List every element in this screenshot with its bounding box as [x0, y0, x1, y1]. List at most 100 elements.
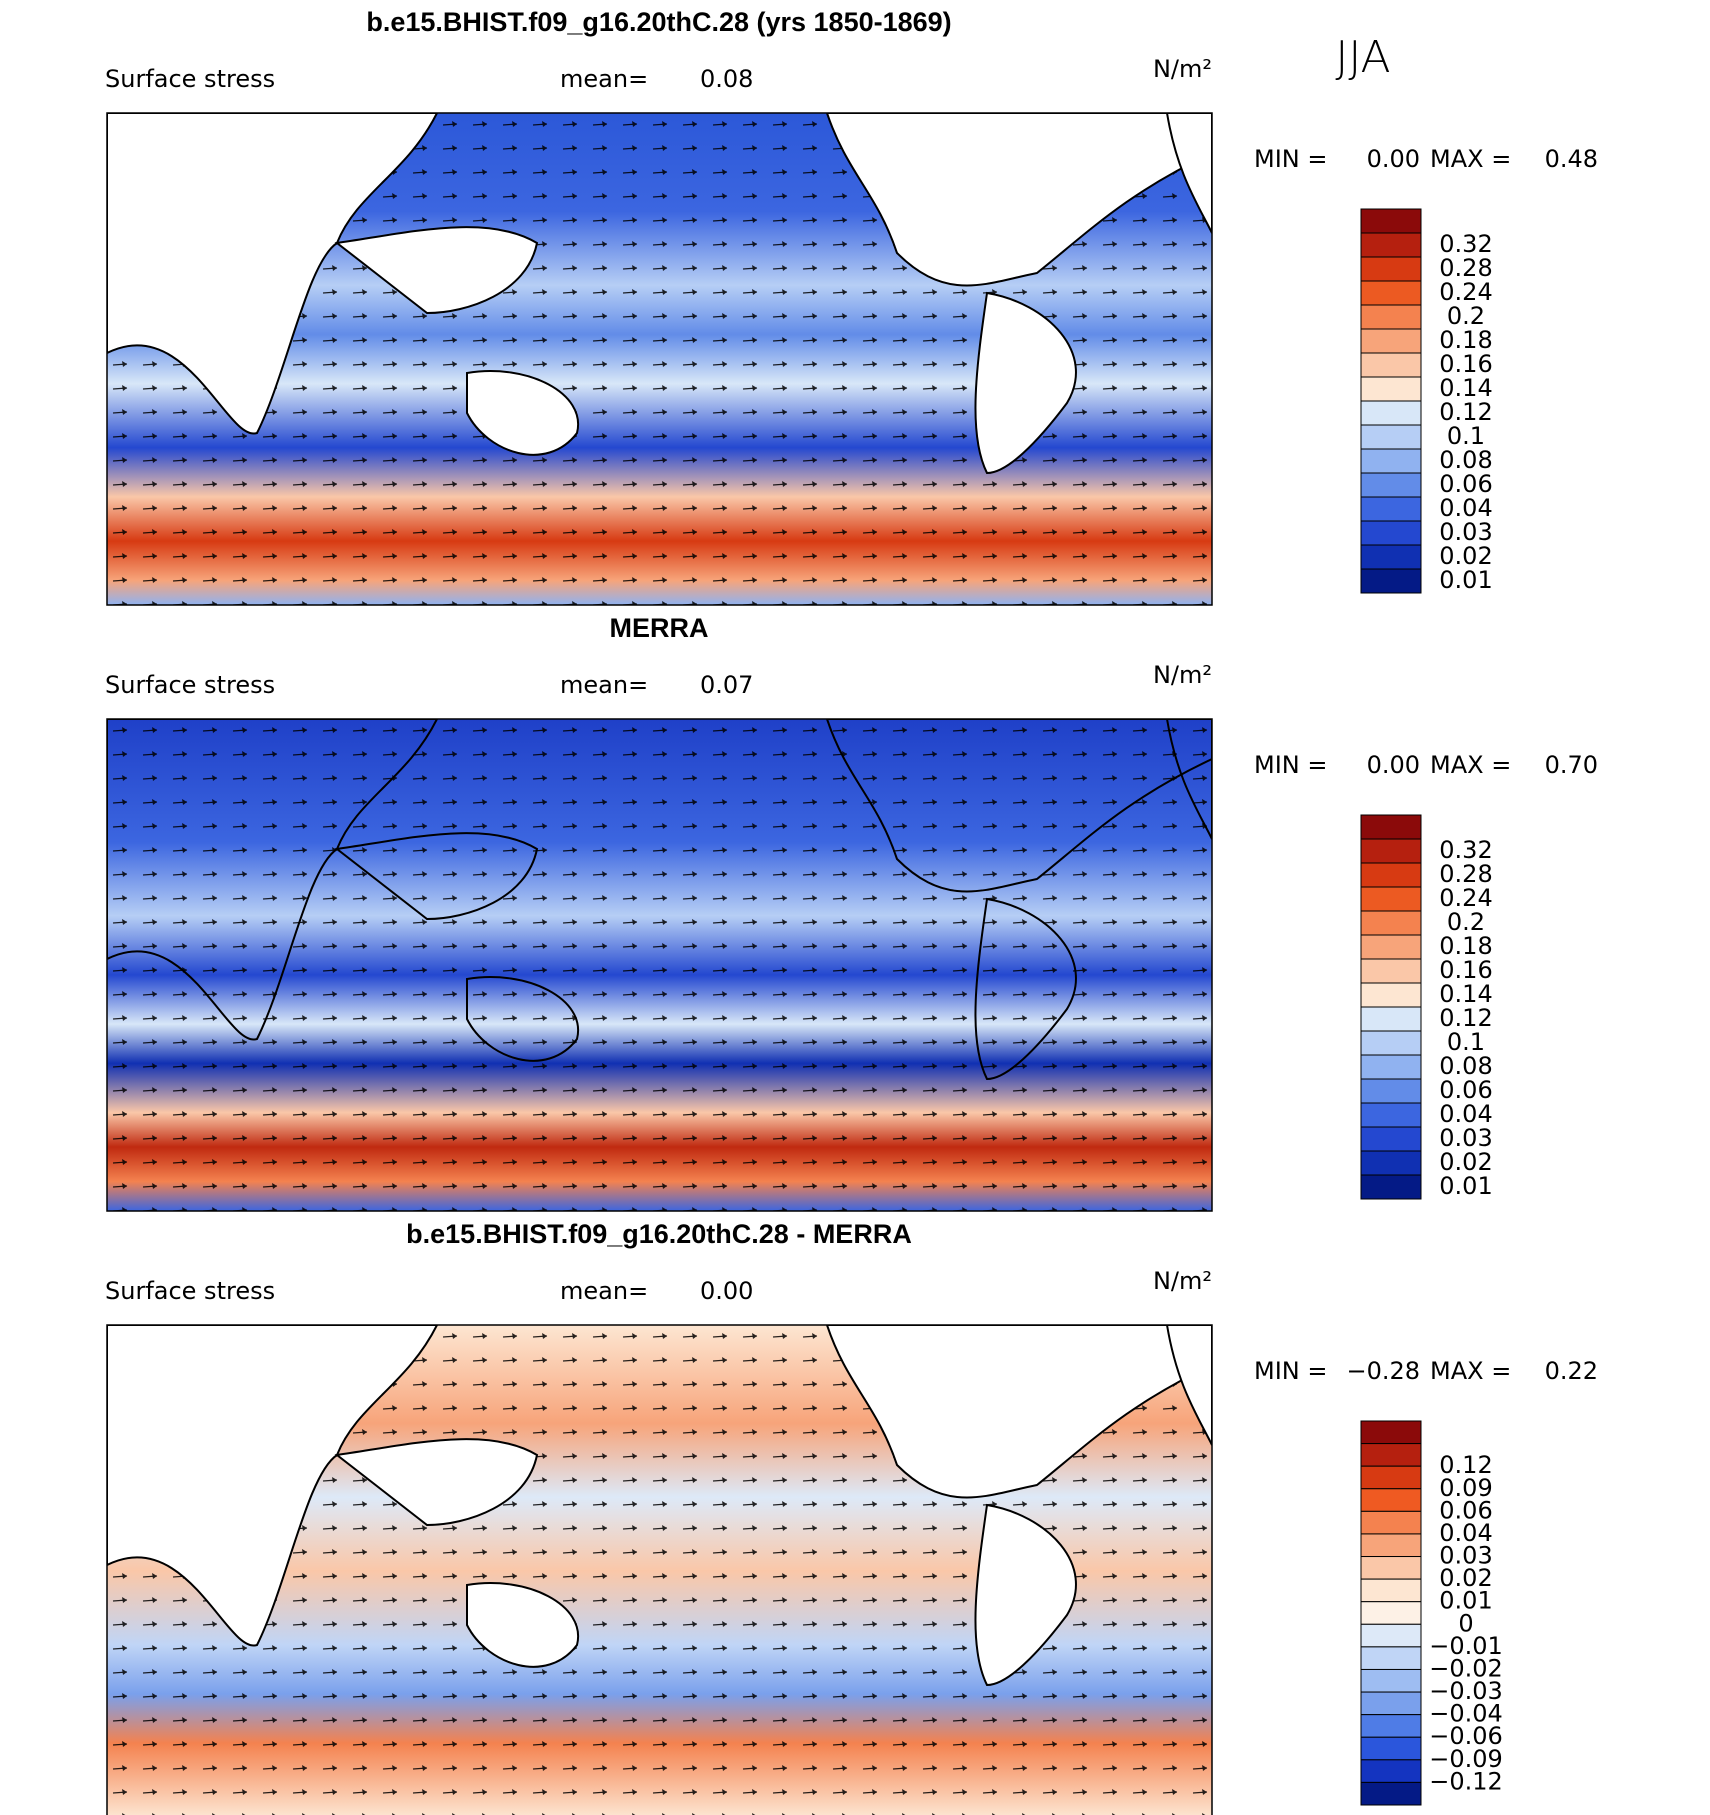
colorbar-label: 0.04 [1439, 1100, 1492, 1128]
colorbar-label: 0.1 [1447, 1028, 1485, 1056]
colorbar-label: 0.02 [1439, 542, 1492, 570]
map [107, 113, 1212, 605]
min-value: 0.00 [1367, 145, 1420, 173]
colorbar-label: 0.01 [1439, 1172, 1492, 1200]
colorbar-label: 0.08 [1439, 446, 1492, 474]
continent [466, 370, 580, 456]
colorbar-segment [1360, 1510, 1422, 1535]
colorbar-label: 0.12 [1439, 1451, 1492, 1479]
colorbar-segment [1360, 280, 1422, 306]
colorbar-segment [1360, 400, 1422, 426]
colorbar-label: 0.28 [1439, 860, 1492, 888]
colorbar-segment [1360, 1556, 1422, 1580]
units-label: N/m² [1153, 1267, 1212, 1295]
colorbar-label: 0.03 [1439, 518, 1492, 546]
colorbar-segment [1360, 1465, 1422, 1490]
colorbar-segment [1360, 838, 1422, 864]
variable-label: Surface stress [105, 1277, 275, 1305]
colorbar-segment [1360, 1736, 1422, 1761]
colorbar-segment [1360, 1759, 1422, 1783]
colorbar-segment [1360, 256, 1422, 282]
min-label: MIN = [1254, 1357, 1327, 1385]
colorbar-segment [1360, 1102, 1422, 1128]
colorbar-label: 0.02 [1439, 1148, 1492, 1176]
colorbar-label: 0.01 [1439, 1587, 1492, 1615]
colorbar-segment [1360, 304, 1422, 330]
colorbar-label: 0.09 [1439, 1474, 1492, 1502]
colorbar-label: 0.24 [1439, 884, 1492, 912]
mean-value: 0.08 [700, 65, 753, 93]
colorbar-segment [1360, 862, 1422, 888]
colorbar-segment [1360, 1714, 1422, 1738]
colorbar-label: 0.02 [1439, 1564, 1492, 1592]
colorbar-label: −0.06 [1429, 1722, 1503, 1750]
colorbar-label: 0.06 [1439, 470, 1492, 498]
mean-value: 0.07 [700, 671, 753, 699]
colorbar-label: 0.24 [1439, 278, 1492, 306]
colorbar-segment [1360, 1006, 1422, 1032]
colorbar-label: −0.02 [1429, 1654, 1503, 1682]
colorbar-segment [1360, 1126, 1422, 1152]
continent [334, 1438, 539, 1527]
panel: b.e15.BHIST.f09_g16.20thC.28 - MERRA Surf… [105, 1219, 1598, 1815]
map [107, 719, 1212, 1211]
min-value: −0.28 [1346, 1357, 1420, 1385]
colorbar-segment [1360, 328, 1422, 354]
colorbar-label: 0.2 [1447, 302, 1485, 330]
colorbar-segment [1360, 448, 1422, 474]
continent [466, 976, 580, 1062]
max-value: 0.22 [1545, 1357, 1598, 1385]
colorbar-segment [1360, 1030, 1422, 1056]
continent [974, 291, 1077, 475]
units-label: N/m² [1153, 55, 1212, 83]
continent [107, 113, 439, 435]
colorbar-label: 0.06 [1439, 1496, 1492, 1524]
mean-label: mean= [560, 671, 648, 699]
colorbar-segment [1360, 982, 1422, 1008]
colorbar-segment [1360, 472, 1422, 498]
colorbar-label: 0.18 [1439, 932, 1492, 960]
colorbar-segment [1360, 376, 1422, 402]
map [107, 1325, 1212, 1815]
colorbar-label: 0.04 [1439, 494, 1492, 522]
season-label: JJA [1335, 32, 1390, 83]
colorbar-label: 0.14 [1439, 980, 1492, 1008]
colorbar-label: 0.14 [1439, 374, 1492, 402]
colorbar-segment [1360, 1443, 1422, 1467]
colorbar-label: 0.04 [1439, 1519, 1492, 1547]
variable-label: Surface stress [105, 65, 275, 93]
colorbar-label: 0.06 [1439, 1076, 1492, 1104]
colorbar-label: 0.03 [1439, 1124, 1492, 1152]
colorbar-label: −0.03 [1429, 1677, 1503, 1705]
continent [825, 113, 1212, 287]
colorbar-label: 0.12 [1439, 1004, 1492, 1032]
colorbar-label: 0.2 [1447, 908, 1485, 936]
colorbar-label: 0.1 [1447, 422, 1485, 450]
min-label: MIN = [1254, 751, 1327, 779]
colorbar-segment [1360, 424, 1422, 450]
colorbar-segment [1360, 520, 1422, 546]
min-value: 0.00 [1367, 751, 1420, 779]
colorbar-segment [1360, 1646, 1422, 1670]
colorbar-segment [1360, 1668, 1422, 1693]
max-label: MAX = [1430, 1357, 1511, 1385]
continent [825, 1325, 1212, 1499]
panel-title: b.e15.BHIST.f09_g16.20thC.28 (yrs 1850-1… [366, 7, 951, 37]
continent [107, 719, 439, 1041]
map-frame [106, 1324, 1213, 1815]
colorbar-segment [1360, 544, 1422, 570]
min-label: MIN = [1254, 145, 1327, 173]
colorbar-segment [1360, 1781, 1422, 1806]
colorbar-label: −0.01 [1429, 1632, 1503, 1660]
colorbar-segment [1360, 1623, 1422, 1648]
colorbar-segment [1360, 1533, 1422, 1558]
max-label: MAX = [1430, 145, 1511, 173]
colorbar-label: −0.09 [1429, 1745, 1503, 1773]
continent [107, 1325, 439, 1647]
colorbar-segment [1360, 910, 1422, 936]
max-label: MAX = [1430, 751, 1511, 779]
colorbar-label: 0.32 [1439, 836, 1492, 864]
colorbar-segment [1360, 1150, 1422, 1176]
colorbar-label: −0.04 [1429, 1700, 1503, 1728]
colorbar-label: 0 [1458, 1609, 1473, 1637]
